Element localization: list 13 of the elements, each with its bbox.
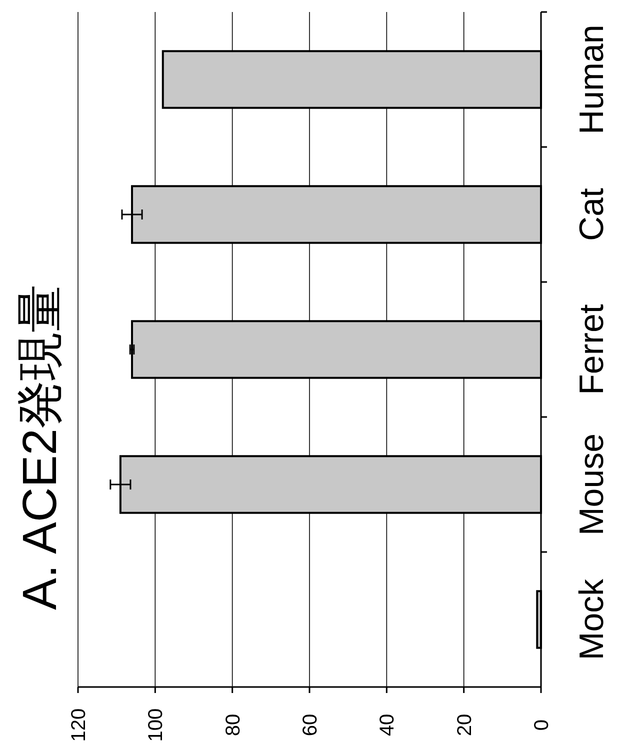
category-label: Mouse	[573, 433, 611, 536]
category-label: Mock	[573, 578, 611, 660]
title: A. ACE2発現量	[14, 284, 67, 610]
tick-label: 60	[300, 714, 322, 736]
tick-label: 100	[145, 708, 168, 742]
tick-label: 120	[68, 708, 90, 742]
tick-label: 20	[454, 714, 476, 736]
tick-label: 0	[531, 719, 553, 731]
tick-label: 80	[222, 714, 244, 736]
category-label: Human	[573, 24, 611, 134]
category-label: Ferret	[573, 304, 611, 395]
tick-label: 40	[376, 714, 399, 736]
category-label: Cat	[573, 188, 611, 241]
